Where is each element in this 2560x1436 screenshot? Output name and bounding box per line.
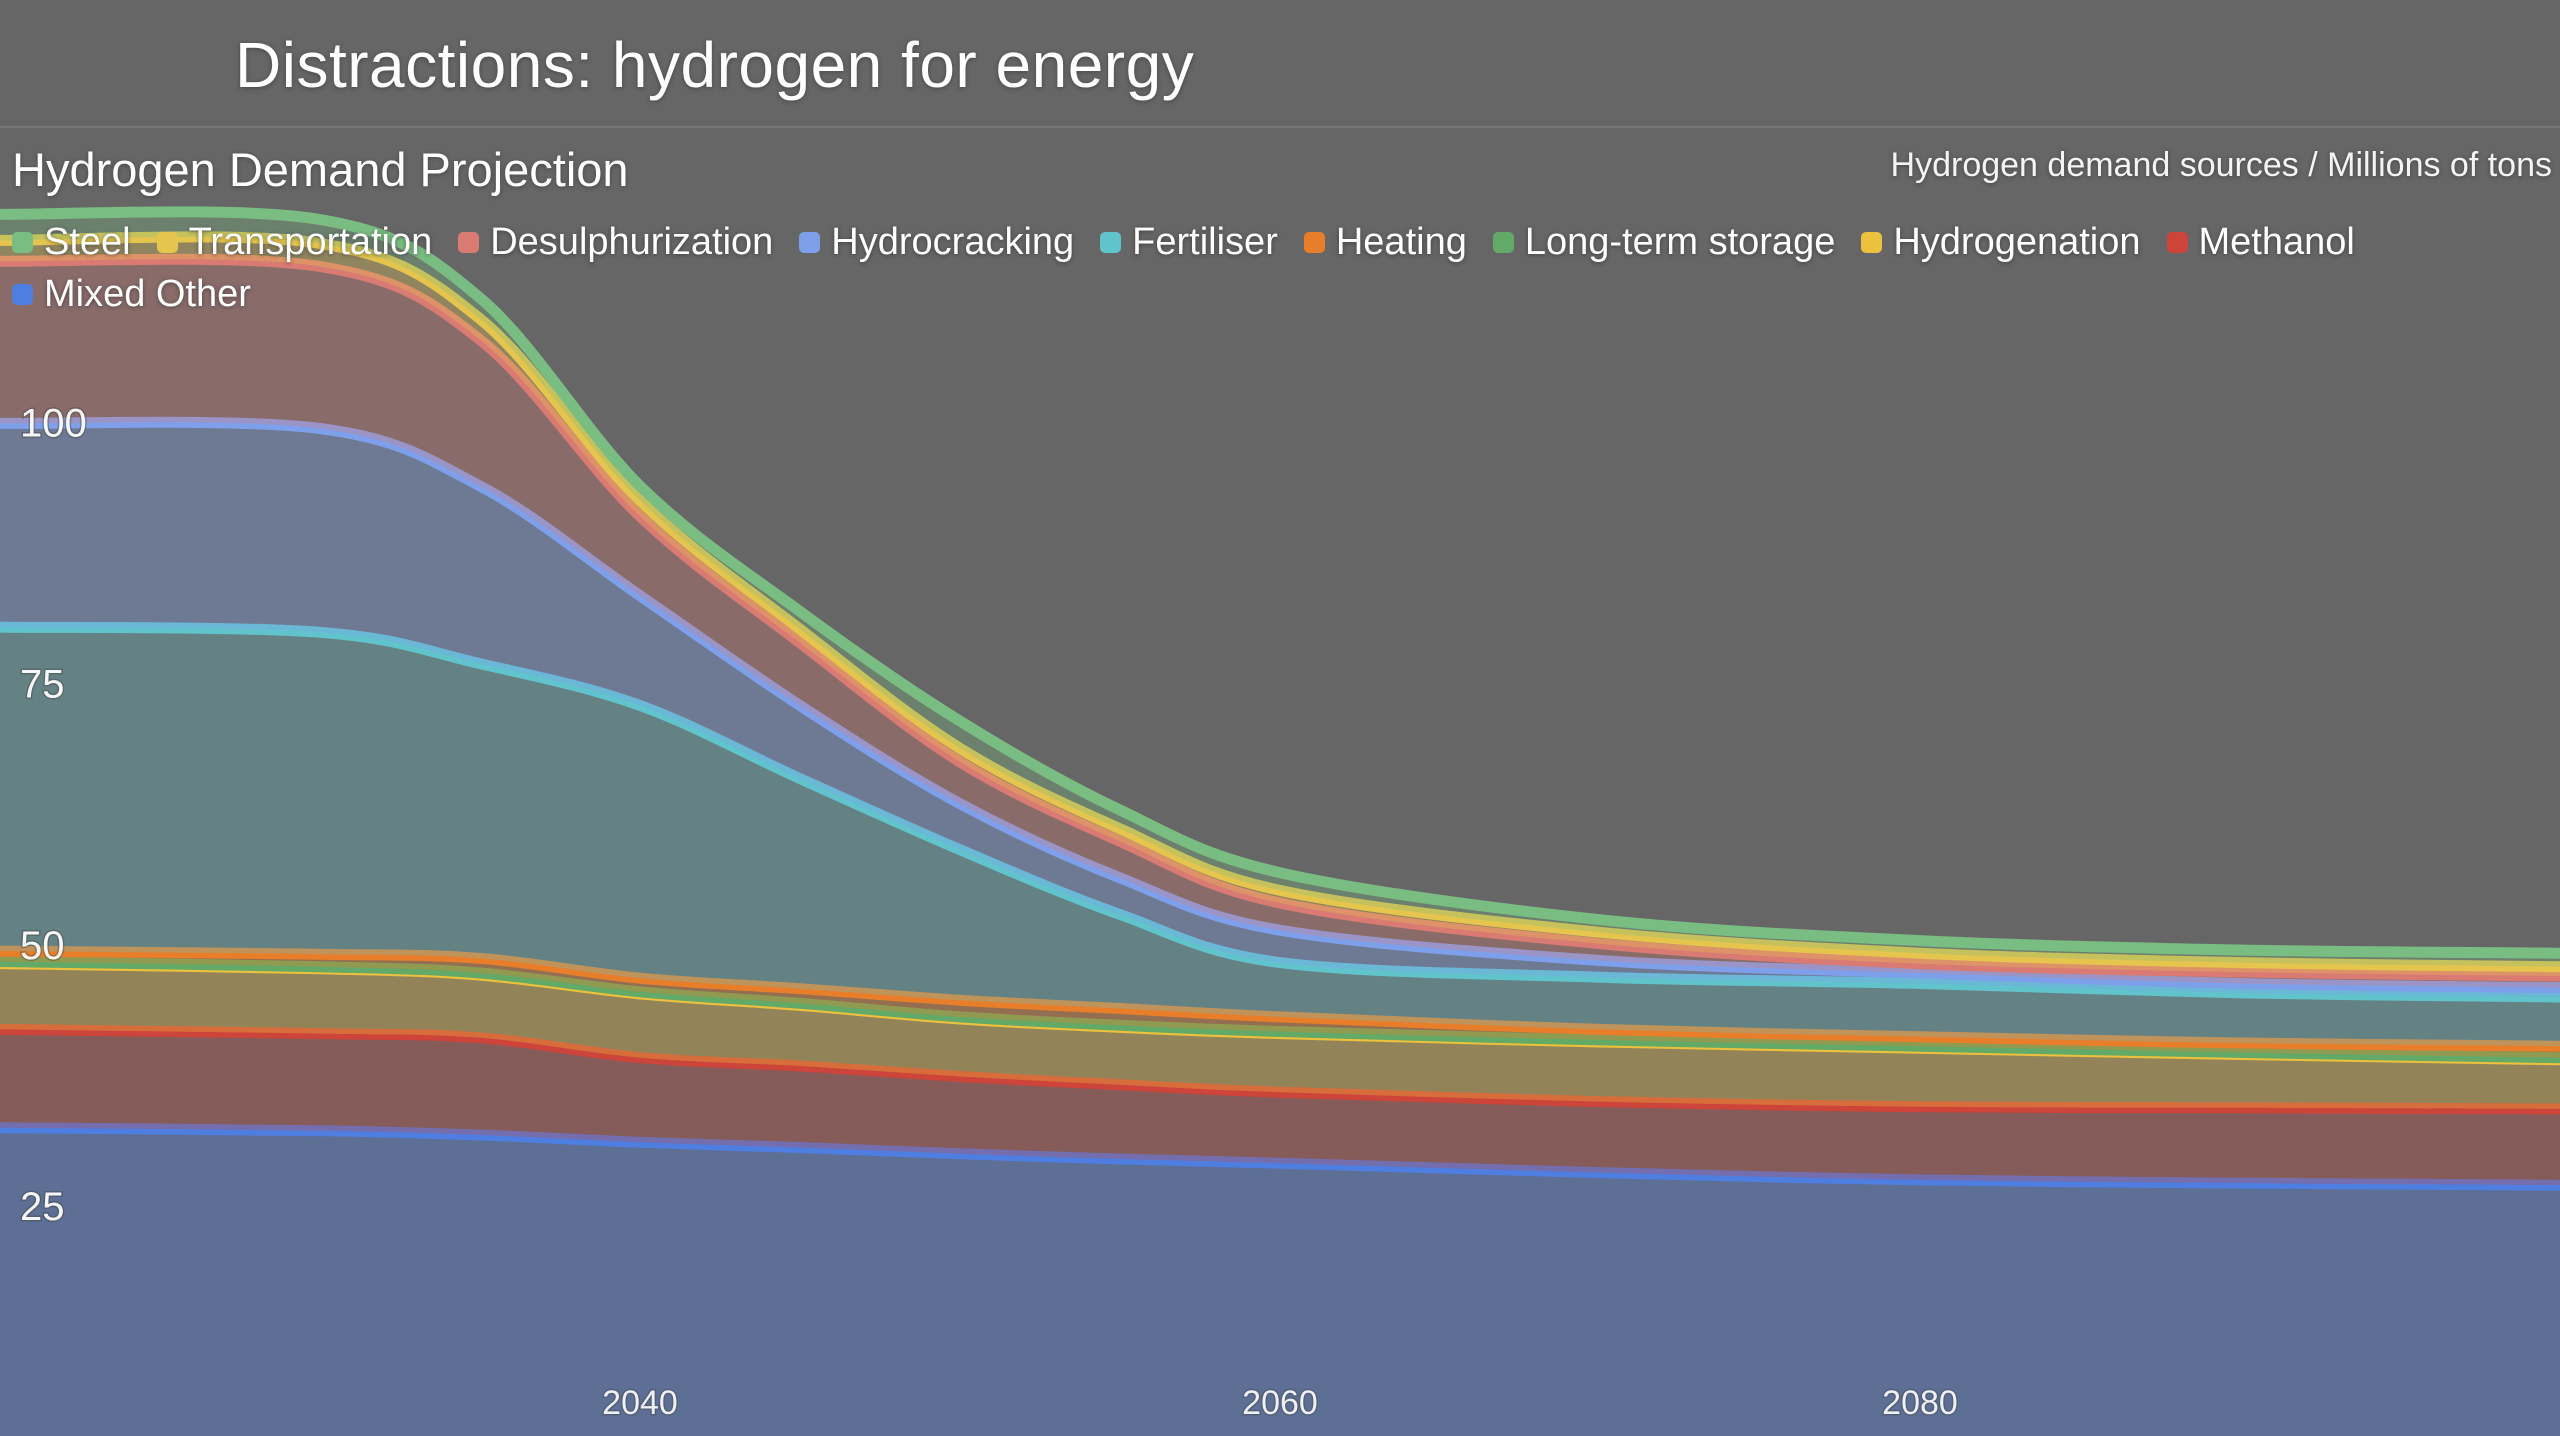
- legend-item-fertiliser[interactable]: Fertiliser: [1100, 221, 1278, 264]
- x-axis-tick-2060: 2060: [1242, 1384, 1318, 1422]
- area-fill-desulphurization: [0, 259, 2560, 988]
- legend-swatch-hydrocracking: [799, 232, 821, 254]
- legend-label-hydrogenation: Hydrogenation: [1893, 221, 2141, 263]
- series-line-long-term-storage: [0, 956, 2560, 1064]
- legend-swatch-hydrogenation: [1861, 232, 1883, 254]
- legend-item-transportation[interactable]: Transportation: [156, 221, 433, 264]
- series-line-fertiliser: [0, 621, 2560, 1003]
- legend-swatch-methanol: [2166, 232, 2188, 254]
- chart-units-label: Hydrogen demand sources / Millions of to…: [1890, 146, 2552, 184]
- legend-item-methanol[interactable]: Methanol: [2166, 221, 2355, 264]
- area-fill-mixed-other: [0, 1127, 2560, 1436]
- area-fill-hydrocracking: [0, 422, 2560, 997]
- title-divider: [0, 126, 2560, 128]
- y-axis-tick-75: 75: [20, 663, 65, 707]
- area-fill-methanol: [0, 1029, 2560, 1186]
- series-line-heating: [0, 945, 2560, 1052]
- series-line-methanol: [0, 1023, 2560, 1115]
- x-axis-tick-2040: 2040: [602, 1384, 678, 1422]
- legend-label-desulphurization: Desulphurization: [490, 221, 774, 263]
- legend-label-long-term-storage: Long-term storage: [1524, 221, 1836, 263]
- y-axis-tick-50: 50: [20, 924, 65, 968]
- x-axis-tick-2080: 2080: [1882, 1384, 1958, 1422]
- chart-title: Hydrogen Demand Projection: [12, 143, 629, 196]
- legend-label-transportation: Transportation: [188, 221, 433, 263]
- chart-legend: Steel Transportation Desulphurization Hydro…: [12, 221, 2557, 316]
- y-axis-tick-100: 100: [20, 401, 87, 445]
- legend-swatch-desulphurization: [458, 232, 480, 254]
- series-line-transportation: [0, 231, 2560, 973]
- legend-swatch-heating: [1303, 232, 1325, 254]
- legend-item-heating[interactable]: Heating: [1303, 221, 1467, 264]
- area-fill-fertiliser: [0, 627, 2560, 1047]
- legend-item-mixed-other[interactable]: Mixed Other: [12, 272, 251, 316]
- legend-label-mixed-other: Mixed Other: [44, 272, 251, 315]
- page-title: Distractions: hydrogen for energy: [235, 29, 1195, 101]
- y-axis-tick-25: 25: [20, 1185, 65, 1229]
- series-line-hydrocracking: [0, 416, 2560, 994]
- legend-item-steel[interactable]: Steel: [12, 221, 131, 264]
- series-line-mixed-other: [0, 1122, 2560, 1191]
- series-line-desulphurization: [0, 253, 2560, 982]
- legend-label-fertiliser: Fertiliser: [1132, 221, 1278, 263]
- legend-label-hydrocracking: Hydrocracking: [831, 221, 1075, 263]
- series-line-steel: [0, 206, 2560, 959]
- legend-swatch-long-term-storage: [1492, 232, 1514, 254]
- legend-swatch-transportation: [156, 232, 178, 254]
- legend-item-long-term-storage[interactable]: Long-term storage: [1492, 221, 1836, 264]
- legend-item-hydrocracking[interactable]: Hydrocracking: [799, 221, 1075, 264]
- legend-swatch-mixed-other: [12, 284, 33, 306]
- legend-label-steel: Steel: [44, 221, 131, 263]
- legend-label-heating: Heating: [1335, 221, 1467, 263]
- legend-label-methanol: Methanol: [2198, 221, 2355, 263]
- legend-item-hydrogenation[interactable]: Hydrogenation: [1861, 221, 2141, 264]
- legend-swatch-fertiliser: [1100, 232, 1122, 254]
- legend-item-desulphurization[interactable]: Desulphurization: [458, 221, 774, 264]
- legend-swatch-steel: [12, 232, 33, 254]
